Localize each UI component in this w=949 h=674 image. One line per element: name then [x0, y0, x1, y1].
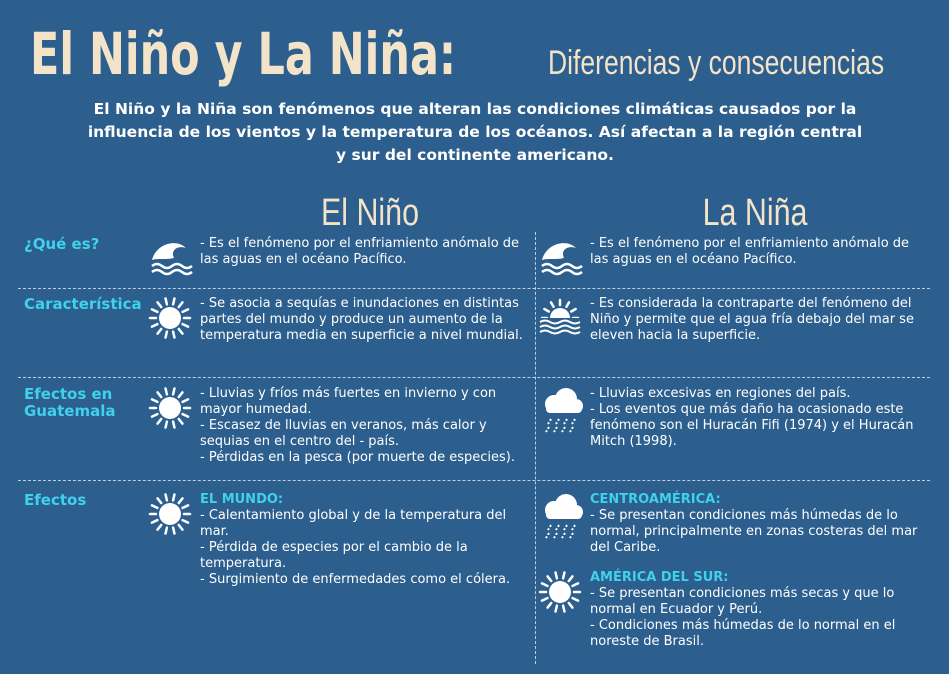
separator — [18, 480, 930, 481]
icon-graphic — [538, 571, 582, 613]
text: - Se asocia a sequías e inundaciones en … — [200, 296, 528, 344]
cell: CENTROAMÉRICA: - Se presentan condiciones… — [538, 492, 918, 664]
bullet: - Condiciones más húmedas de lo normal e… — [590, 618, 896, 649]
text: EL MUNDO: - Calentamiento global y de la … — [200, 492, 528, 588]
bullet: - Se presentan condiciones más secas y q… — [590, 586, 895, 617]
icon — [148, 386, 200, 466]
section: - Lluvias y fríos más fuertes en inviern… — [148, 386, 528, 466]
icon — [148, 492, 200, 588]
column-header: El Niño — [321, 192, 419, 234]
bullet: - Es el fenómeno por el enfriamiento anó… — [590, 236, 910, 267]
bullet: - Pérdida de especies por el cambio de l… — [200, 540, 468, 571]
icon — [148, 296, 200, 344]
bullet: - Calentamiento global y de la temperatu… — [200, 508, 507, 539]
intro: El Niño y la Niña son fenómenos que alte… — [87, 100, 863, 164]
bullet: - Se asocia a sequías e inundaciones en … — [200, 296, 523, 343]
icon — [538, 570, 590, 650]
icon — [538, 492, 590, 556]
text: - Lluvias y fríos más fuertes en inviern… — [200, 386, 528, 466]
bullet: - Lluvias y fríos más fuertes en inviern… — [200, 386, 497, 417]
separator — [18, 288, 930, 289]
icon-graphic — [148, 387, 192, 429]
bullet: - Surgimiento de enfermedades como el có… — [200, 572, 511, 587]
cell: - Es considerada la contraparte del fenó… — [538, 296, 918, 358]
separator — [18, 377, 930, 378]
icon-graphic — [148, 297, 192, 339]
bullet: - Se presentan condiciones más húmedas d… — [590, 508, 918, 555]
section: AMÉRICA DEL SUR: - Se presentan condicion… — [538, 570, 918, 650]
row-label: Efectos en Guatemala — [24, 385, 116, 420]
subtitle: Diferencias y consecuencias — [548, 44, 885, 82]
section: - Se asocia a sequías e inundaciones en … — [148, 296, 528, 344]
section: - Lluvias excesivas en regiones del país… — [538, 386, 918, 450]
separator — [535, 232, 536, 664]
icon — [538, 296, 590, 344]
section-heading: CENTROAMÉRICA: — [590, 492, 721, 507]
column-header: La Niña — [702, 192, 808, 234]
icon — [148, 236, 200, 280]
row-label: Característica — [24, 295, 142, 313]
section-heading: AMÉRICA DEL SUR: — [590, 570, 729, 585]
icon-graphic — [538, 298, 586, 338]
icon-graphic — [545, 494, 583, 539]
cell: EL MUNDO: - Calentamiento global y de la … — [148, 492, 528, 602]
icon-graphic — [541, 243, 583, 276]
cell: - Se asocia a sequías e inundaciones en … — [148, 296, 528, 358]
section: EL MUNDO: - Calentamiento global y de la … — [148, 492, 528, 588]
bullet: - Es considerada la contraparte del fenó… — [590, 296, 914, 343]
section-heading: EL MUNDO: — [200, 492, 284, 507]
icon — [538, 386, 590, 450]
section: - Es el fenómeno por el enfriamiento anó… — [148, 236, 528, 280]
title: El Niño y La Niña: — [30, 20, 457, 88]
row-label: Efectos — [24, 491, 87, 509]
text: - Es considerada la contraparte del fenó… — [590, 296, 918, 344]
icon-graphic — [151, 243, 193, 276]
text: AMÉRICA DEL SUR: - Se presentan condicion… — [590, 570, 918, 650]
bullet: - Pérdidas en la pesca (por muerte de es… — [200, 450, 516, 465]
bullet: - Los eventos que más daño ha ocasionado… — [590, 402, 914, 449]
bullet: - Escasez de lluvias en veranos, más cal… — [200, 418, 487, 449]
icon-graphic — [545, 388, 583, 433]
bullet: - Es el fenómeno por el enfriamiento anó… — [200, 236, 520, 267]
row-label: ¿Qué es? — [24, 235, 100, 253]
section: - Es considerada la contraparte del fenó… — [538, 296, 918, 344]
section: CENTROAMÉRICA: - Se presentan condiciones… — [538, 492, 918, 556]
text: CENTROAMÉRICA: - Se presentan condiciones… — [590, 492, 918, 556]
cell: - Lluvias excesivas en regiones del país… — [538, 386, 918, 464]
icon-graphic — [148, 493, 192, 535]
bullet: - Lluvias excesivas en regiones del país… — [590, 386, 851, 401]
cell: - Es el fenómeno por el enfriamiento anó… — [148, 236, 528, 294]
icon — [538, 236, 590, 280]
cell: - Es el fenómeno por el enfriamiento anó… — [538, 236, 918, 294]
text: - Es el fenómeno por el enfriamiento anó… — [200, 236, 528, 280]
text: - Lluvias excesivas en regiones del país… — [590, 386, 918, 450]
text: - Es el fenómeno por el enfriamiento anó… — [590, 236, 918, 280]
section: - Es el fenómeno por el enfriamiento anó… — [538, 236, 918, 280]
cell: - Lluvias y fríos más fuertes en inviern… — [148, 386, 528, 480]
